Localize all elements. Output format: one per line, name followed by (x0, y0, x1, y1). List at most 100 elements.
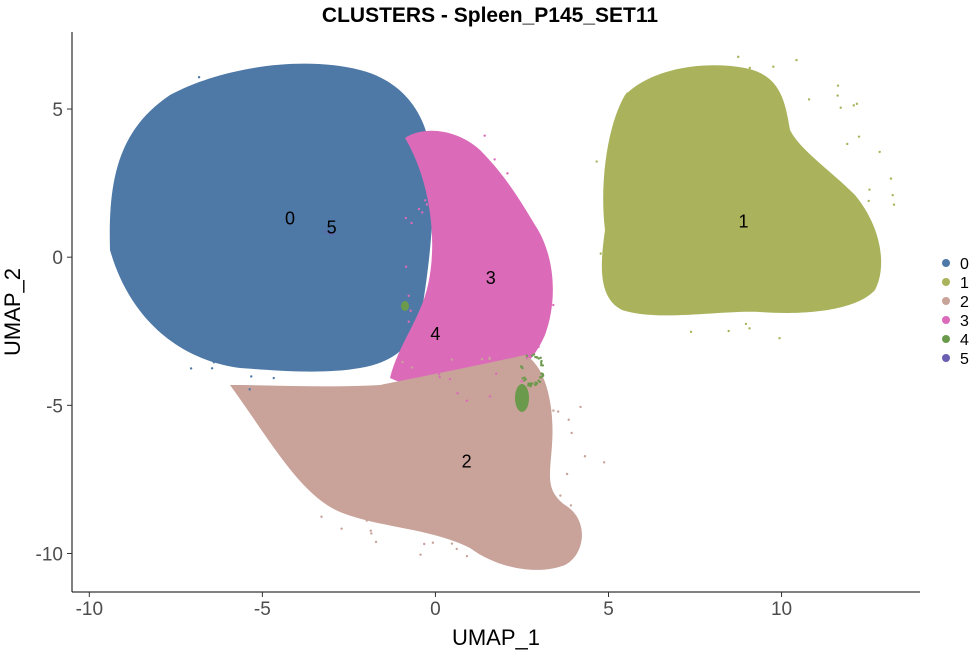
legend-label-3: 3 (960, 313, 969, 330)
data-point-cluster-1 (867, 199, 870, 203)
data-point-cluster-3 (541, 333, 544, 337)
data-point-cluster-0 (393, 276, 396, 279)
legend-swatch-1 (942, 278, 950, 286)
data-point-cluster-1 (857, 135, 861, 138)
data-point-cluster-3 (522, 349, 526, 352)
data-point-cluster-2 (490, 371, 494, 374)
data-point-cluster-0 (202, 88, 206, 91)
data-point-cluster-0 (250, 375, 253, 378)
data-point-cluster-5 (331, 233, 334, 236)
axes (71, 32, 920, 593)
data-point-cluster-3 (421, 211, 424, 214)
data-point-cluster-1 (648, 86, 651, 89)
data-point-cluster-1 (849, 294, 853, 297)
data-point-cluster-0 (371, 295, 375, 298)
data-point-cluster-3 (410, 221, 413, 225)
data-point-cluster-4 (529, 383, 533, 387)
data-point-cluster-0 (248, 388, 251, 391)
data-point-cluster-0 (320, 352, 324, 356)
data-point-cluster-3 (483, 134, 486, 137)
cluster-label-4: 4 (430, 324, 440, 344)
y-axis-title: UMAP_2 (0, 268, 25, 356)
cluster-label-0: 0 (285, 209, 295, 229)
data-point-cluster-0 (154, 297, 157, 301)
data-point-cluster-1 (839, 106, 842, 109)
data-point-cluster-0 (382, 305, 385, 308)
data-point-cluster-2 (480, 358, 484, 361)
data-point-cluster-4 (537, 379, 540, 382)
data-point-cluster-4 (521, 377, 524, 380)
data-point-cluster-1 (846, 142, 849, 146)
data-point-cluster-4 (534, 383, 537, 387)
cluster-0-region (109, 63, 433, 372)
data-point-cluster-1 (748, 327, 751, 330)
data-point-cluster-4 (523, 376, 526, 379)
data-point-cluster-3 (407, 320, 410, 323)
data-point-cluster-2 (552, 409, 555, 412)
data-point-cluster-3 (540, 266, 543, 270)
data-point-cluster-4 (540, 359, 543, 363)
data-point-cluster-2 (423, 542, 426, 546)
data-point-cluster-5 (328, 232, 332, 235)
x-ticks: -10 -5 0 5 10 (76, 592, 792, 620)
data-point-cluster-2 (602, 461, 606, 464)
x-axis-title: UMAP_1 (452, 625, 540, 650)
data-point-cluster-1 (772, 65, 775, 68)
data-point-cluster-0 (367, 112, 370, 115)
data-point-cluster-0 (149, 156, 153, 159)
data-point-cluster-0 (175, 336, 179, 340)
data-point-cluster-3 (438, 375, 441, 379)
data-point-cluster-1 (737, 55, 740, 59)
data-point-cluster-2 (565, 472, 569, 476)
data-point-cluster-0 (155, 152, 158, 155)
data-point-cluster-1 (744, 322, 748, 326)
data-point-cluster-2 (465, 554, 469, 558)
cluster-label-2: 2 (462, 452, 472, 472)
data-point-cluster-4 (531, 354, 534, 357)
data-point-cluster-0 (234, 360, 237, 364)
data-point-cluster-0 (180, 344, 184, 347)
data-point-cluster-2 (450, 358, 453, 361)
data-point-cluster-3 (425, 203, 429, 206)
data-point-cluster-2 (559, 494, 562, 497)
data-point-cluster-1 (836, 94, 839, 97)
cluster-regions (109, 55, 896, 570)
data-point-cluster-0 (170, 315, 173, 318)
data-point-cluster-1 (727, 329, 730, 333)
cluster-2-region (230, 355, 582, 570)
data-point-cluster-2 (534, 366, 538, 369)
data-point-cluster-1 (844, 285, 847, 288)
data-point-cluster-2 (487, 366, 490, 369)
data-point-cluster-3 (537, 345, 540, 349)
data-point-cluster-0 (165, 104, 169, 108)
data-point-cluster-0 (179, 108, 183, 112)
data-point-cluster-3 (435, 182, 439, 186)
data-point-cluster-3 (520, 380, 523, 383)
data-point-cluster-2 (370, 532, 373, 535)
y-tick-label: 0 (52, 248, 63, 269)
data-point-cluster-3 (409, 309, 412, 312)
data-point-cluster-3 (435, 170, 439, 174)
data-point-cluster-3 (465, 399, 468, 402)
data-point-cluster-0 (123, 225, 126, 228)
data-point-cluster-3 (407, 294, 410, 298)
data-point-cluster-0 (197, 76, 201, 79)
x-tick-label: 10 (771, 599, 792, 620)
data-point-cluster-1 (836, 84, 840, 87)
data-point-cluster-3 (436, 159, 440, 163)
data-point-cluster-2 (320, 515, 323, 518)
chart-title: CLUSTERS - Spleen_P145_SET11 (322, 4, 658, 27)
legend: 0 1 2 3 4 5 (942, 256, 969, 368)
data-point-cluster-4 (535, 381, 539, 385)
data-point-cluster-0 (361, 341, 364, 345)
data-point-cluster-1 (684, 312, 687, 315)
data-point-cluster-3 (539, 272, 542, 275)
data-point-cluster-1 (855, 102, 859, 106)
data-point-cluster-0 (139, 278, 142, 281)
data-point-cluster-4 (534, 355, 537, 359)
legend-swatch-4 (942, 335, 950, 343)
data-point-cluster-4 (539, 356, 542, 360)
data-point-cluster-0 (189, 367, 193, 370)
data-point-cluster-0 (272, 376, 275, 380)
sparse-points (123, 55, 896, 558)
